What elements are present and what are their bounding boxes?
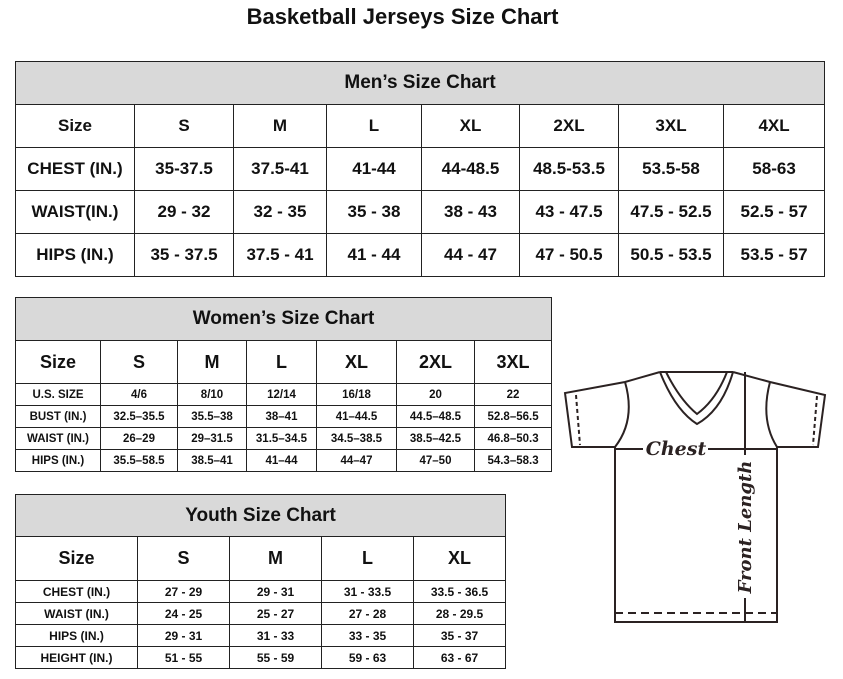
table-cell: 53.5-58 bbox=[618, 147, 724, 191]
size-header: L bbox=[246, 340, 317, 384]
table-cell: 16/18 bbox=[316, 383, 397, 406]
table-cell: 20 bbox=[396, 383, 475, 406]
header-row: Size S M L XL 2XL 3XL 4XL bbox=[15, 104, 826, 148]
table-cell: 32 - 35 bbox=[233, 190, 327, 234]
table-cell: 35.5–58.5 bbox=[100, 449, 178, 472]
row-label: CHEST (IN.) bbox=[15, 147, 135, 191]
size-header: S bbox=[137, 536, 230, 581]
table-cell: 38.5–41 bbox=[177, 449, 247, 472]
table-row: HIPS (IN.) 29 - 31 31 - 33 33 - 35 35 - 37 bbox=[15, 624, 507, 647]
table-cell: 27 - 29 bbox=[137, 580, 230, 603]
table-cell: 63 - 67 bbox=[412, 646, 507, 669]
table-row: WAIST (IN.) 24 - 25 25 - 27 27 - 28 28 - 29.… bbox=[15, 602, 507, 625]
table-cell: 35 - 37.5 bbox=[134, 233, 234, 277]
youth-table-caption: Youth Size Chart bbox=[14, 494, 507, 537]
row-label: WAIST(IN.) bbox=[15, 190, 135, 234]
table-cell: 28 - 29.5 bbox=[412, 602, 507, 625]
table-cell: 35 - 38 bbox=[326, 190, 422, 234]
table-row: CHEST (IN.) 35-37.5 37.5-41 41-44 44-48.5 48.… bbox=[15, 147, 826, 191]
table-row: HIPS (IN.) 35 - 37.5 37.5 - 41 41 - 44 44 - … bbox=[15, 233, 826, 277]
table-cell: 29 - 31 bbox=[137, 624, 230, 647]
table-cell: 51 - 55 bbox=[137, 646, 230, 669]
table-cell: 44–47 bbox=[316, 449, 397, 472]
table-cell: 52.8–56.5 bbox=[473, 405, 553, 428]
row-label: HEIGHT (IN.) bbox=[15, 646, 138, 669]
size-header: S bbox=[134, 104, 234, 148]
table-cell: 43 - 47.5 bbox=[519, 190, 619, 234]
row-label: HIPS (IN.) bbox=[15, 624, 138, 647]
mens-size-table: Men’s Size Chart Size S M L XL 2XL 3XL 4XL CHEST… bbox=[14, 61, 826, 277]
size-header: XL bbox=[316, 340, 397, 384]
table-cell: 52.5 - 57 bbox=[722, 190, 826, 234]
youth-size-table: Youth Size Chart Size S M L XL CHEST (IN.) 27 … bbox=[14, 494, 507, 669]
size-header: 2XL bbox=[396, 340, 475, 384]
tshirt-outline-icon bbox=[563, 371, 827, 623]
womens-size-table: Women’s Size Chart Size S M L XL 2XL 3XL U.S. S… bbox=[14, 297, 553, 472]
table-cell: 48.5-53.5 bbox=[519, 147, 619, 191]
table-cell: 55 - 59 bbox=[229, 646, 322, 669]
table-cell: 29 - 31 bbox=[229, 580, 322, 603]
table-cell: 35.5–38 bbox=[177, 405, 247, 428]
table-cell: 47 - 50.5 bbox=[519, 233, 619, 277]
table-row: HEIGHT (IN.) 51 - 55 55 - 59 59 - 63 63 - 67 bbox=[15, 646, 507, 669]
table-cell: 44-48.5 bbox=[421, 147, 520, 191]
table-cell: 59 - 63 bbox=[321, 646, 414, 669]
chest-label: Chest bbox=[646, 438, 707, 460]
table-row: WAIST(IN.) 29 - 32 32 - 35 35 - 38 38 - 43 43… bbox=[15, 190, 826, 234]
table-cell: 53.5 - 57 bbox=[722, 233, 826, 277]
row-label: Size bbox=[15, 340, 101, 384]
row-label: HIPS (IN.) bbox=[15, 233, 135, 277]
table-cell: 38 - 43 bbox=[421, 190, 520, 234]
table-cell: 41 - 44 bbox=[326, 233, 422, 277]
table-cell: 41-44 bbox=[326, 147, 422, 191]
table-cell: 58-63 bbox=[722, 147, 826, 191]
table-cell: 47–50 bbox=[396, 449, 475, 472]
table-row: CHEST (IN.) 27 - 29 29 - 31 31 - 33.5 33.5 -… bbox=[15, 580, 507, 603]
size-header: M bbox=[229, 536, 322, 581]
size-header: M bbox=[233, 104, 327, 148]
table-cell: 31 - 33 bbox=[229, 624, 322, 647]
row-label: HIPS (IN.) bbox=[15, 449, 101, 472]
mens-table-caption: Men’s Size Chart bbox=[14, 61, 826, 105]
size-header: XL bbox=[421, 104, 520, 148]
table-cell: 31.5–34.5 bbox=[246, 427, 317, 450]
table-cell: 44.5–48.5 bbox=[396, 405, 475, 428]
size-header: 2XL bbox=[519, 104, 619, 148]
table-cell: 54.3–58.3 bbox=[473, 449, 553, 472]
page-title: Basketball Jerseys Size Chart bbox=[246, 4, 559, 29]
size-header: 3XL bbox=[618, 104, 724, 148]
table-cell: 29–31.5 bbox=[177, 427, 247, 450]
row-label: Size bbox=[15, 536, 138, 581]
table-cell: 37.5 - 41 bbox=[233, 233, 327, 277]
table-row: HIPS (IN.) 35.5–58.5 38.5–41 41–44 44–47 47–5… bbox=[15, 449, 553, 472]
table-cell: 41–44.5 bbox=[316, 405, 397, 428]
front-length-label: Front Length bbox=[735, 461, 756, 595]
size-header: L bbox=[326, 104, 422, 148]
table-cell: 38.5–42.5 bbox=[396, 427, 475, 450]
table-row: WAIST (IN.) 26–29 29–31.5 31.5–34.5 34.5–38.… bbox=[15, 427, 553, 450]
table-cell: 41–44 bbox=[246, 449, 317, 472]
size-header: L bbox=[321, 536, 414, 581]
header-row: Size S M L XL bbox=[15, 536, 507, 581]
table-cell: 31 - 33.5 bbox=[321, 580, 414, 603]
row-label: WAIST (IN.) bbox=[15, 602, 138, 625]
row-label: CHEST (IN.) bbox=[15, 580, 138, 603]
table-row: BUST (IN.) 32.5–35.5 35.5–38 38–41 41–44.5 44… bbox=[15, 405, 553, 428]
size-header: XL bbox=[412, 536, 507, 581]
